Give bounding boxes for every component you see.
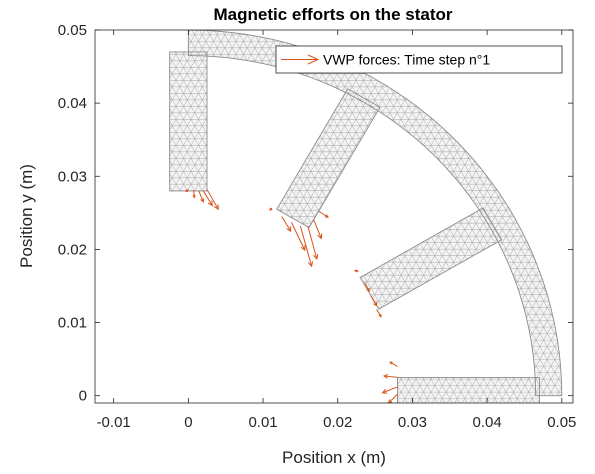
force-arrow-shaft <box>389 361 398 367</box>
force-group-tooth-30 <box>353 269 382 318</box>
legend-arrow-head <box>307 54 320 65</box>
force-arrow-head <box>200 198 205 203</box>
force-arrow-head <box>185 189 189 193</box>
force-arrow-shaft <box>318 210 329 218</box>
force-arrow-shaft <box>383 375 398 378</box>
force-arrow-head <box>213 204 219 211</box>
force-arrow-head <box>192 194 196 199</box>
x-tick-label: 0.05 <box>547 414 576 431</box>
force-arrow-head <box>387 399 393 403</box>
force-arrow-shaft <box>193 190 195 198</box>
force-arrow-shaft <box>313 219 322 239</box>
force-arrow-shaft <box>388 393 398 403</box>
force-arrow-head <box>353 269 358 273</box>
force-group-tooth-90 <box>185 189 219 211</box>
force-arrow-head <box>300 245 306 252</box>
force-arrow-head <box>324 214 329 218</box>
y-tick-label: 0.01 <box>58 315 87 332</box>
force-arrow-shaft <box>281 216 292 232</box>
force-arrow-shaft <box>364 282 370 292</box>
force-group-tooth-60 <box>268 207 329 268</box>
force-vectors <box>185 189 398 403</box>
force-arrow-shaft <box>290 222 306 251</box>
axes-box <box>94 29 574 404</box>
force-arrow-head <box>207 200 213 207</box>
force-arrow-head <box>389 361 393 365</box>
x-tick-label: 0.04 <box>473 414 502 431</box>
force-arrow-head <box>366 288 370 293</box>
chart-title: Magnetic efforts on the stator <box>214 5 453 24</box>
legend: VWP forces: Time step n°1 <box>275 45 563 74</box>
y-tick-label: 0.04 <box>58 95 87 112</box>
force-arrow-shaft <box>198 190 204 203</box>
x-tick-label: -0.01 <box>97 414 131 431</box>
legend-box <box>275 45 563 74</box>
force-group-tooth-0 <box>381 361 398 403</box>
force-arrow-shaft <box>307 225 318 260</box>
force-arrow-head <box>378 314 382 318</box>
y-tick-label: 0.02 <box>58 241 87 258</box>
force-arrow-shaft <box>202 190 213 206</box>
y-tick-label: 0 <box>79 388 87 405</box>
x-tick-label: 0.03 <box>398 414 427 431</box>
force-arrow-head <box>313 253 319 260</box>
force-arrow-head <box>382 374 389 379</box>
force-arrow-shaft <box>206 189 219 210</box>
force-arrow-head <box>317 233 323 240</box>
stator-outline <box>169 30 563 403</box>
x-tick-label: 0.02 <box>323 414 352 431</box>
y-tick-label: 0.03 <box>58 168 87 185</box>
y-axis-ticks: 0 0.01 0.02 0.03 0.04 0.05 <box>58 22 573 405</box>
x-tick-label: 0.01 <box>248 414 277 431</box>
force-arrow-head <box>373 302 378 307</box>
force-arrow-shaft <box>382 386 398 394</box>
x-axis-ticks: -0.01 0 0.01 0.02 0.03 0.04 0.05 <box>97 30 576 431</box>
force-arrow-shaft <box>299 225 313 267</box>
force-arrow-head <box>307 261 314 268</box>
force-arrow-shaft <box>370 295 378 306</box>
force-arrow-head <box>381 388 388 394</box>
force-arrow-shaft <box>376 309 382 317</box>
y-axis-label: Position y (m) <box>17 164 36 268</box>
force-arrow-head <box>268 207 273 211</box>
x-axis-label: Position x (m) <box>282 448 386 467</box>
legend-entry: VWP forces: Time step n°1 <box>323 52 490 68</box>
y-tick-label: 0.05 <box>58 22 87 39</box>
force-arrow-head <box>286 226 292 233</box>
x-tick-label: 0 <box>184 414 192 431</box>
